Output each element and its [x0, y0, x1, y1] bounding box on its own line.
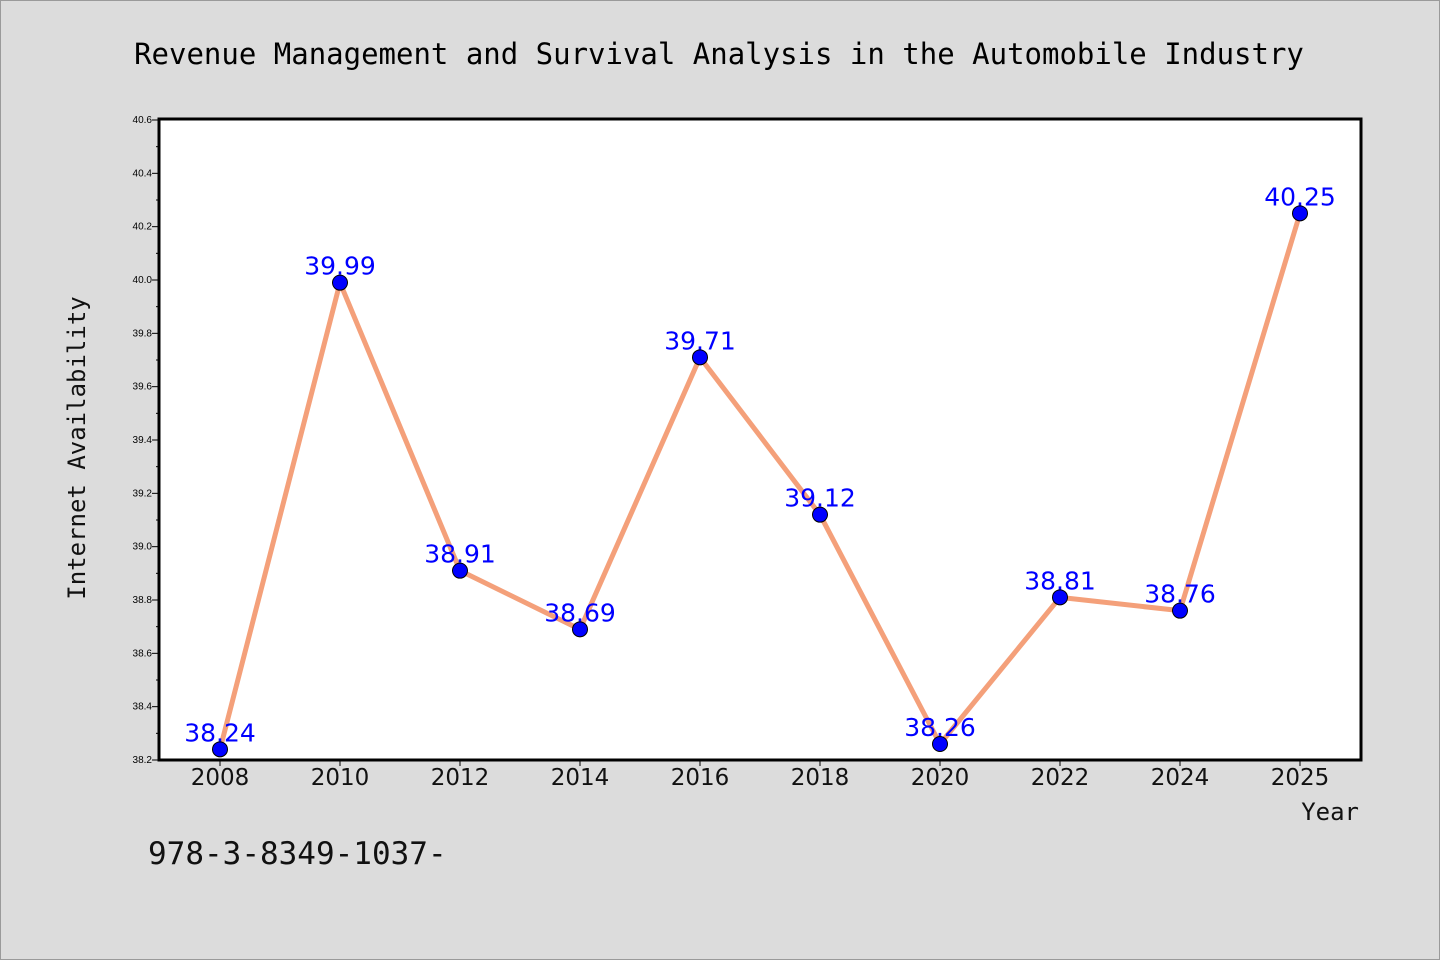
- y-tick-label: 39.4: [133, 435, 153, 446]
- data-point: [1052, 589, 1068, 606]
- y-tick-label: 40.0: [133, 275, 153, 286]
- data-label: 38.81: [1024, 566, 1096, 595]
- data-point: [452, 562, 468, 579]
- x-tick-label: 2010: [311, 765, 370, 791]
- series-line: [217, 210, 1303, 752]
- x-tick-label: 2024: [1151, 765, 1210, 791]
- x-tick-label: 2008: [191, 765, 250, 791]
- data-point: [332, 274, 348, 291]
- data-point: [212, 741, 228, 758]
- data-label: 38.91: [424, 540, 496, 569]
- data-points: [212, 205, 1308, 758]
- data-label: 38.69: [544, 598, 616, 627]
- chart-title: Revenue Management and Survival Analysis…: [134, 37, 1304, 71]
- data-labels: 38.24 39.99 38.91 38.69 39.71 39.12 38.26 38.81…: [184, 182, 1336, 747]
- y-tick-label: 40.6: [133, 115, 153, 126]
- data-label: 39.99: [304, 252, 376, 281]
- data-point: [1172, 602, 1188, 619]
- data-label: 38.24: [184, 718, 256, 747]
- x-tick-label: 2018: [791, 765, 850, 791]
- x-tick-label: 2014: [551, 765, 610, 791]
- y-tick-label: 40.2: [133, 222, 153, 233]
- y-tick-label: 38.2: [133, 755, 153, 766]
- y-axis: 38.2 38.4 38.6 38.8 39.0 39.2 39.4 39.6 39.8 40.0…: [133, 115, 160, 766]
- x-tick-label: 2020: [911, 765, 970, 791]
- y-tick-label: 39.8: [133, 328, 153, 339]
- data-label: 38.26: [904, 713, 976, 742]
- x-tick-label: 2012: [431, 765, 490, 791]
- y-tick-label: 39.6: [133, 382, 153, 393]
- y-tick-label: 38.4: [133, 702, 153, 713]
- y-tick-label: 38.6: [133, 648, 153, 659]
- data-label: 40.25: [1264, 182, 1336, 211]
- footer-text: 978-3-8349-1037-: [148, 836, 447, 872]
- x-tick-label: 2025: [1271, 765, 1330, 791]
- y-axis-label: Internet Availability: [63, 296, 91, 599]
- y-tick-label: 40.4: [133, 168, 153, 179]
- data-point: [692, 349, 708, 366]
- x-tick-label: 2022: [1031, 765, 1090, 791]
- y-tick-label: 39.2: [133, 488, 153, 499]
- data-point: [812, 506, 828, 523]
- data-point: [572, 621, 588, 638]
- series-line-path: [217, 210, 1303, 752]
- y-tick-label: 39.0: [133, 542, 153, 553]
- data-point: [1292, 205, 1308, 222]
- x-tick-label: 2016: [671, 765, 730, 791]
- data-label: 39.71: [664, 326, 736, 355]
- data-point: [932, 736, 948, 752]
- y-tick-label: 38.8: [133, 595, 153, 606]
- x-axis: 2008 2010 2012 2014 2016 2018 2020 2022 2024 2025: [191, 760, 1330, 791]
- data-label: 38.76: [1144, 580, 1216, 609]
- data-label: 39.12: [784, 484, 856, 513]
- x-axis-label: Year: [1301, 798, 1359, 826]
